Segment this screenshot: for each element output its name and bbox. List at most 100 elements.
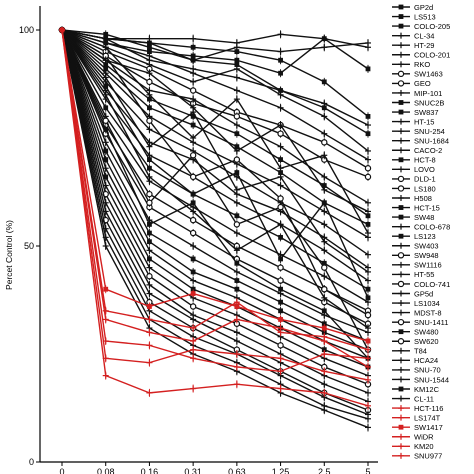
data-point <box>103 66 109 72</box>
legend-label: HT-15 <box>414 117 434 126</box>
legend-label: HCT-8 <box>414 156 436 165</box>
data-point <box>277 203 284 211</box>
legend-item: MDST-8 <box>392 308 442 317</box>
data-point <box>277 385 284 392</box>
data-point <box>321 321 327 327</box>
series-line <box>61 29 369 48</box>
data-point <box>103 148 109 154</box>
data-point <box>190 114 196 119</box>
data-point <box>103 62 109 67</box>
data-point <box>321 44 328 51</box>
x-tick-label: 5 <box>365 467 370 474</box>
data-point <box>321 338 328 345</box>
legend-label: SNU-1411 <box>414 318 448 327</box>
data-point <box>364 165 372 172</box>
data-point <box>365 389 371 396</box>
legend-marker <box>398 271 404 278</box>
series-HCT-116 <box>59 27 371 354</box>
legend-marker <box>398 290 404 297</box>
legend-item: H508 <box>392 194 432 203</box>
data-point <box>365 424 371 431</box>
data-point <box>321 347 327 353</box>
series-SNU-70 <box>59 27 371 216</box>
data-point <box>59 27 65 33</box>
legend-item: LS1034 <box>392 299 440 308</box>
legend-marker <box>398 376 404 383</box>
data-point <box>277 122 284 129</box>
legend-label: SNU977 <box>414 452 442 461</box>
data-point <box>147 222 152 227</box>
series-line <box>61 29 369 217</box>
legend-item: DLD-1 <box>392 175 436 184</box>
legend-label: GP2d <box>414 3 433 12</box>
data-point <box>233 338 240 345</box>
series-line <box>61 29 369 178</box>
data-point <box>190 135 197 141</box>
series-line <box>61 29 369 359</box>
data-point <box>321 221 328 228</box>
data-point <box>233 186 240 193</box>
data-point <box>234 131 240 137</box>
legend-label: MIP-101 <box>414 89 442 98</box>
legend-item: SW620 <box>392 337 439 346</box>
legend-marker <box>398 261 404 268</box>
data-point <box>190 325 197 332</box>
series-line <box>61 29 369 416</box>
data-point <box>233 74 240 81</box>
legend-label: MDST-8 <box>414 308 442 317</box>
legend-marker <box>397 70 405 78</box>
data-point <box>277 104 284 111</box>
data-point <box>233 199 240 206</box>
legend-marker <box>398 195 404 201</box>
legend-marker <box>398 166 404 173</box>
legend-item: RKO <box>392 60 430 69</box>
x-tick-label: 0.08 <box>97 467 115 474</box>
legend-label: LS123 <box>414 232 436 241</box>
y-tick-label: 100 <box>19 25 34 35</box>
data-point <box>233 230 240 237</box>
data-point <box>321 130 328 137</box>
data-point <box>365 44 371 51</box>
legend-label: SW620 <box>414 337 439 346</box>
data-point <box>277 31 284 38</box>
data-point <box>365 363 371 370</box>
legend-marker <box>398 157 404 163</box>
data-point <box>365 114 371 119</box>
legend-item: SNUC2B <box>392 98 444 107</box>
data-point <box>147 165 152 171</box>
series-line <box>61 29 369 342</box>
legend-marker <box>398 109 404 115</box>
data-point <box>277 355 284 362</box>
data-point <box>321 264 328 271</box>
data-point <box>277 342 284 349</box>
series-line <box>61 29 369 213</box>
legend-marker <box>398 89 404 96</box>
legend-label: LS1034 <box>414 299 440 308</box>
data-point <box>190 44 196 50</box>
data-point <box>190 256 196 262</box>
data-point <box>365 295 371 301</box>
data-point <box>190 385 197 392</box>
data-point <box>365 131 371 137</box>
series-line <box>61 29 369 126</box>
data-point <box>321 294 328 301</box>
legend-marker <box>398 443 404 450</box>
series-SW48 <box>59 27 371 354</box>
y-axis-title: Percet Control (%) <box>4 220 14 290</box>
data-point <box>321 286 328 293</box>
data-point <box>234 144 240 150</box>
y-tick-label: 0 <box>29 457 34 467</box>
legend-label: LOVO <box>414 165 435 174</box>
data-point <box>278 299 283 305</box>
data-point <box>189 173 197 181</box>
legend-item: KM12C <box>392 385 440 394</box>
series-SW1417 <box>59 27 371 346</box>
data-point <box>365 338 371 344</box>
legend-marker <box>397 318 405 326</box>
legend-marker <box>398 233 404 239</box>
data-point <box>146 173 153 180</box>
data-point <box>278 317 283 322</box>
legend-item: HCT-15 <box>392 203 440 212</box>
data-point <box>278 57 283 63</box>
data-point <box>103 286 109 292</box>
